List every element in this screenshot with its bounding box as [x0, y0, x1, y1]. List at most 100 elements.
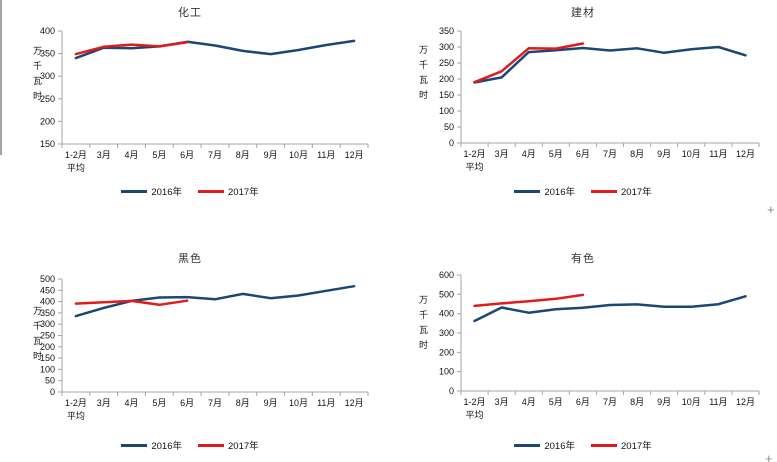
- y-axis-label: 万千瓦时: [418, 45, 428, 105]
- y-tick-label: 250: [40, 94, 55, 104]
- y-axis-label: 万千瓦时: [32, 306, 42, 366]
- y-tick-label: 200: [439, 347, 454, 357]
- x-tick-label: 11月: [317, 150, 335, 160]
- x-tick-label: 6月: [180, 398, 194, 408]
- y-tick-label: 150: [439, 90, 454, 100]
- legend-item-2017: 2017年: [591, 184, 652, 198]
- legend-item-2017: 2017年: [198, 184, 259, 198]
- legend-label-2017: 2017年: [228, 187, 259, 198]
- x-tick-label: 4月: [125, 398, 139, 408]
- x-tick-label: 8月: [630, 149, 644, 159]
- legend-swatch-2017: [591, 443, 617, 447]
- x-tick-label: 10月: [682, 397, 701, 407]
- y-tick-label: 50: [444, 122, 454, 132]
- y-tick-label: 500: [40, 274, 55, 284]
- y-tick-label: 150: [40, 353, 55, 363]
- y-tick-label: 350: [40, 308, 55, 318]
- x-tick-label: 1-2月: [65, 150, 87, 160]
- x-tick-label: 4月: [522, 397, 536, 407]
- y-tick-label: 200: [439, 74, 454, 84]
- legend-label-2017: 2017年: [621, 187, 652, 198]
- x-tick-label: 1-2月: [65, 398, 87, 408]
- x-tick-label: 6月: [180, 150, 194, 160]
- chart-block-youse: 有色 万千瓦时 600 500 400 300 200 100 0 1-2月 平均 3月 4月 5月 6…: [390, 242, 776, 462]
- x-tick-label-line2: 平均: [67, 410, 85, 421]
- x-tick-label-line2: 平均: [67, 162, 85, 173]
- y-tick-label: 100: [439, 106, 454, 116]
- x-tick-label: 8月: [630, 397, 644, 407]
- x-tick-label: 10月: [289, 150, 308, 160]
- y-tick-label: 400: [40, 297, 55, 307]
- legend-swatch-2017: [198, 189, 224, 193]
- y-tick-label: 600: [439, 270, 454, 280]
- y-tick-label: 0: [50, 387, 55, 397]
- legend-swatch-2016: [121, 189, 148, 193]
- x-tick-label: 10月: [682, 149, 701, 159]
- x-tick-label: 3月: [97, 398, 111, 408]
- y-tick-label: 300: [439, 42, 454, 52]
- x-tick-label: 5月: [152, 398, 166, 408]
- x-tick-label: 7月: [603, 397, 617, 407]
- x-tick-label: 8月: [236, 398, 250, 408]
- x-tick-label: 5月: [549, 149, 563, 159]
- legend: 2016年 2017年: [390, 184, 776, 198]
- x-tick-label: 4月: [522, 149, 536, 159]
- chart-title: 有色: [571, 253, 595, 265]
- x-tick-label: 7月: [603, 149, 617, 159]
- legend-swatch-2017: [591, 189, 617, 193]
- y-tick-label: 350: [40, 49, 55, 59]
- y-tick-label: 400: [439, 309, 454, 319]
- legend-swatch-2016: [514, 443, 541, 447]
- legend-label-2016: 2016年: [544, 187, 575, 198]
- x-tick-label: 12月: [345, 150, 364, 160]
- y-tick-label: 400: [40, 26, 55, 36]
- y-tick-label: 200: [40, 342, 55, 352]
- y-tick-label: 300: [40, 319, 55, 329]
- y-axis-label: 万千瓦时: [32, 46, 42, 106]
- legend-swatch-2016: [514, 189, 541, 193]
- x-tick-label: 1-2月: [464, 149, 486, 159]
- y-tick-label: 100: [40, 364, 55, 374]
- legend-label-2016: 2016年: [151, 187, 182, 198]
- x-tick-label: 9月: [657, 149, 671, 159]
- legend-label-2016: 2016年: [544, 441, 575, 452]
- legend-label-2017: 2017年: [621, 441, 652, 452]
- chart-block-huagong: 化工 万千瓦时 400 350 300 250 200 150 1-2月 平均 3月 4月 5月 6月…: [4, 0, 376, 230]
- x-tick-label: 3月: [97, 150, 111, 160]
- legend: 2016年 2017年: [390, 438, 776, 452]
- chart-title: 建材: [571, 7, 595, 19]
- series-line-2017年: [473, 293, 585, 308]
- x-tick-label: 8月: [236, 150, 250, 160]
- legend: 2016年 2017年: [4, 184, 376, 198]
- y-tick-label: 50: [45, 376, 55, 386]
- x-tick-label: 7月: [208, 398, 222, 408]
- legend-item-2016: 2016年: [121, 184, 182, 198]
- x-tick-label: 12月: [345, 398, 364, 408]
- chart-title: 黑色: [178, 253, 202, 265]
- chart-block-jiancai: 建材 万千瓦时 350 300 250 200 150 100 50 0 1-2月 平均 3月 4月 5…: [390, 0, 776, 230]
- x-tick-label: 12月: [736, 149, 755, 159]
- x-tick-label: 4月: [125, 150, 139, 160]
- x-tick-label: 7月: [208, 150, 222, 160]
- x-tick-label: 3月: [495, 397, 509, 407]
- x-tick-label: 6月: [576, 149, 590, 159]
- series-line-2017年: [473, 42, 585, 84]
- series-line-2016年: [74, 284, 356, 318]
- x-tick-label: 11月: [317, 398, 335, 408]
- x-tick-label: 5月: [152, 150, 166, 160]
- crosshair-cursor-partial: +: [765, 451, 773, 462]
- legend-item-2017: 2017年: [198, 438, 259, 452]
- series-line-2017年: [74, 41, 189, 56]
- y-tick-label: 450: [40, 285, 55, 295]
- x-tick-label: 9月: [264, 398, 278, 408]
- y-tick-label: 200: [40, 116, 55, 126]
- x-tick-label: 9月: [657, 397, 671, 407]
- x-tick-label: 3月: [495, 149, 509, 159]
- y-tick-label: 100: [439, 367, 454, 377]
- x-tick-label-line2: 平均: [466, 409, 484, 420]
- legend-item-2017: 2017年: [591, 438, 652, 452]
